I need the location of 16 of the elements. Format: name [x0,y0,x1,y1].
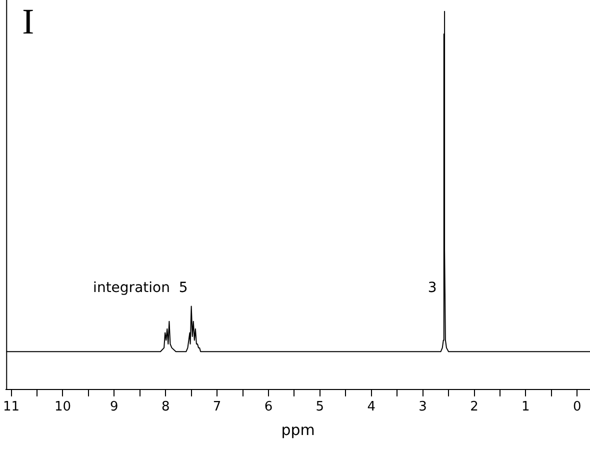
x-tick-label: 6 [264,400,273,415]
x-tick-label: 9 [110,400,118,415]
annotation: 3 [428,280,437,296]
x-tick-label: 7 [212,400,222,415]
x-tick-label: 8 [161,400,170,415]
x-tick-label: 5 [316,400,324,415]
x-axis-title: ppm [281,420,315,439]
x-tick-label: 3 [418,400,427,415]
x-tick-label: 4 [367,400,376,415]
x-tick-label: 1 [522,400,530,415]
x-tick-label: 10 [54,400,71,415]
chart-title: I [22,1,34,42]
annotation: integration 5 [93,280,188,296]
x-tick-label: 11 [3,400,20,415]
x-tick-label: 0 [573,400,582,415]
x-tick-label: 2 [470,400,478,415]
